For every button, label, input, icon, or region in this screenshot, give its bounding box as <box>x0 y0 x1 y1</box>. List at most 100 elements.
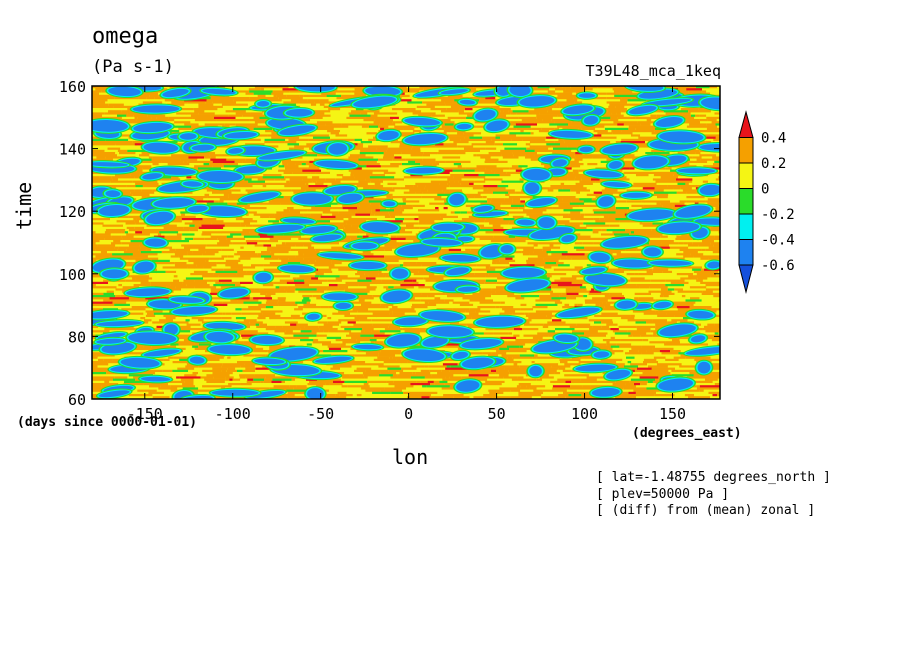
field-cell <box>92 279 104 283</box>
field-cell <box>461 218 478 221</box>
field-cell <box>138 248 147 252</box>
field-cell <box>465 121 475 124</box>
field-cell <box>384 264 400 267</box>
field-cell <box>92 251 101 254</box>
field-cell <box>418 218 443 221</box>
field-cell <box>629 202 633 206</box>
field-cell <box>278 257 289 261</box>
field-cell <box>422 101 445 104</box>
field-cell <box>520 198 526 201</box>
field-cell <box>702 180 709 184</box>
field-cell <box>107 147 121 151</box>
field-cell <box>693 255 719 258</box>
field-cell <box>278 145 295 148</box>
field-cell <box>92 295 116 298</box>
field-cell <box>264 257 279 261</box>
field-cell <box>276 244 286 247</box>
field-cell <box>235 218 253 221</box>
field-cell <box>398 174 411 177</box>
field-cell <box>384 255 405 258</box>
field-cell <box>172 215 196 219</box>
field-cell <box>127 149 150 153</box>
field-cell <box>378 171 384 175</box>
field-cell <box>420 149 439 153</box>
field-cell <box>476 154 502 157</box>
field-cell <box>674 314 693 318</box>
field-cell <box>435 145 458 148</box>
field-cell <box>642 231 650 234</box>
field-cell <box>571 149 583 153</box>
field-cell <box>702 134 718 137</box>
field-cell <box>676 253 690 256</box>
field-cell <box>439 191 445 195</box>
field-cell <box>389 213 399 217</box>
field-cell <box>535 88 549 91</box>
field-cell <box>92 88 96 91</box>
field-cell <box>92 220 117 223</box>
field-cell <box>514 292 528 296</box>
field-cell <box>245 286 255 289</box>
field-cell <box>563 180 580 184</box>
field-cell <box>213 279 219 283</box>
field-cell <box>711 121 720 124</box>
field-cell <box>352 160 377 164</box>
field-cell <box>347 321 356 324</box>
field-cell <box>137 92 158 96</box>
field-cell <box>561 319 576 322</box>
field-cell <box>324 290 336 294</box>
field-cell <box>521 251 534 254</box>
field-cell <box>193 237 205 241</box>
field-cell <box>103 222 126 225</box>
field-cell <box>180 178 189 181</box>
field-cell <box>627 319 653 322</box>
field-cell <box>709 299 719 302</box>
field-cell <box>490 156 503 159</box>
field-cell <box>102 224 124 228</box>
field-cell <box>369 310 393 313</box>
field-cell <box>158 257 180 261</box>
field-cell <box>204 110 226 113</box>
field-cell <box>181 235 187 239</box>
field-cell <box>310 301 318 305</box>
field-cell <box>379 259 399 263</box>
field-cell <box>375 277 384 280</box>
field-cell <box>626 176 638 179</box>
field-cell <box>371 154 384 157</box>
field-cell <box>92 145 113 148</box>
field-cell <box>130 191 155 195</box>
field-cell <box>263 174 282 177</box>
field-cell <box>357 235 363 239</box>
field-cell <box>631 134 641 137</box>
field-cell <box>718 174 720 177</box>
field-cell <box>386 149 400 153</box>
field-cell <box>485 141 495 144</box>
field-cell <box>142 231 160 234</box>
field-cell <box>201 233 212 236</box>
field-cell <box>355 273 365 276</box>
field-cell <box>601 229 607 232</box>
field-cell <box>472 125 477 129</box>
field-cell <box>115 288 140 291</box>
field-cell <box>700 268 704 272</box>
field-cell <box>543 273 567 276</box>
field-cell <box>300 292 325 296</box>
field-cell <box>216 218 223 221</box>
field-cell <box>403 127 415 131</box>
field-cell <box>465 130 489 133</box>
field-cell <box>192 116 214 120</box>
field-cell <box>210 288 224 291</box>
field-cell <box>594 321 602 324</box>
field-cell <box>615 275 639 278</box>
field-cell <box>157 268 163 272</box>
field-cell <box>118 312 144 316</box>
field-cell <box>376 160 392 164</box>
field-cell <box>486 103 505 107</box>
field-cell <box>162 101 172 104</box>
field-cell <box>528 110 548 113</box>
field-cell <box>173 193 184 197</box>
field-cell <box>708 257 720 261</box>
field-cell <box>515 297 525 300</box>
field-cell <box>95 248 118 252</box>
field-cell <box>581 178 591 181</box>
field-cell <box>242 141 265 144</box>
